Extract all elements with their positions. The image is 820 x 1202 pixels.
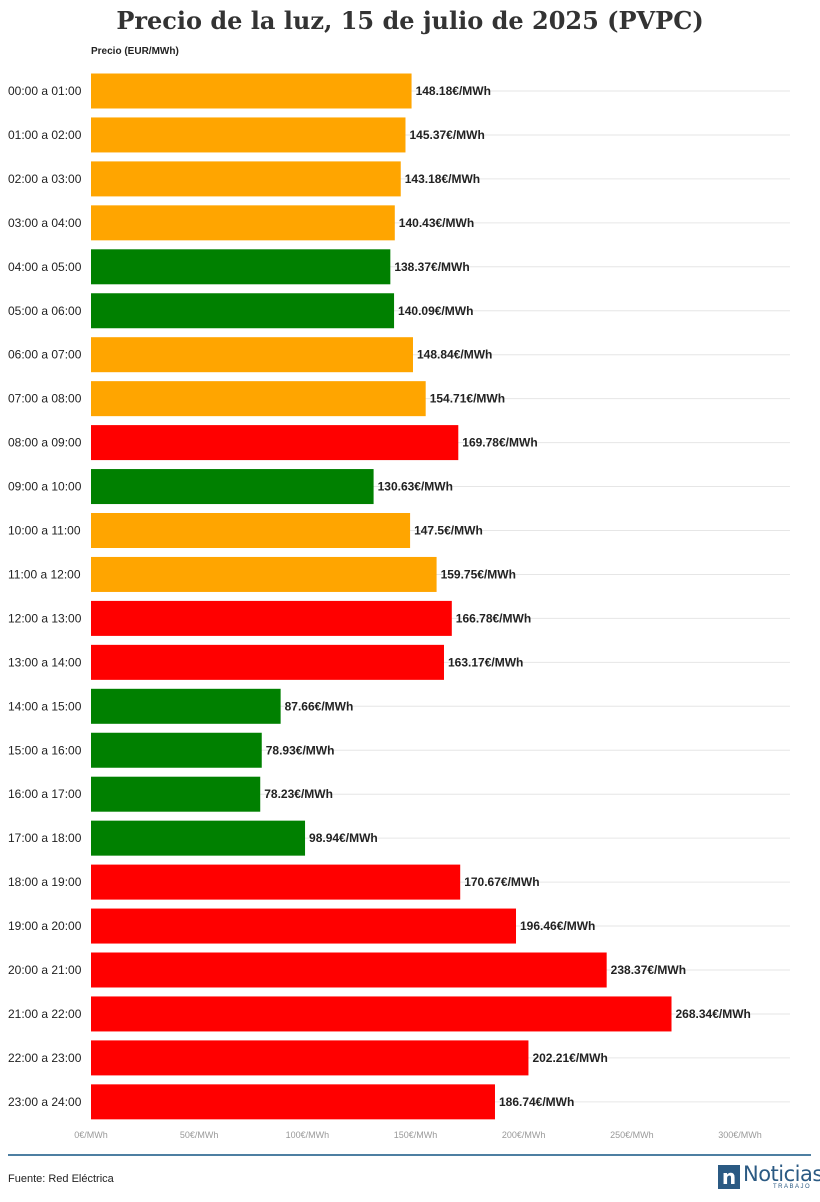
data-label: 238.37€/MWh	[611, 963, 686, 977]
category-label: 12:00 a 13:00	[8, 611, 82, 625]
x-tick-label: 100€/MWh	[286, 1130, 330, 1140]
bar	[91, 337, 413, 373]
data-label: 140.43€/MWh	[399, 216, 474, 230]
data-label: 78.93€/MWh	[266, 743, 335, 757]
x-tick-label: 300€/MWh	[718, 1130, 762, 1140]
bar	[91, 1040, 529, 1076]
data-label: 154.71€/MWh	[430, 392, 505, 406]
data-label: 138.37€/MWh	[394, 260, 469, 274]
source-note: Fuente: Red Eléctrica	[8, 1173, 114, 1185]
bar	[91, 293, 395, 329]
bar	[91, 820, 306, 856]
data-label: 130.63€/MWh	[378, 480, 453, 494]
category-label: 23:00 a 24:00	[8, 1095, 82, 1109]
category-label: 06:00 a 07:00	[8, 348, 82, 362]
category-label: 02:00 a 03:00	[8, 172, 82, 186]
category-label: 21:00 a 22:00	[8, 1007, 82, 1021]
category-label: 20:00 a 21:00	[8, 963, 82, 977]
footer-divider	[8, 1154, 811, 1156]
bar	[91, 161, 401, 197]
bar	[91, 1084, 495, 1120]
category-label: 04:00 a 05:00	[8, 260, 82, 274]
bar	[91, 249, 391, 285]
data-label: 145.37€/MWh	[409, 128, 484, 142]
bar	[91, 776, 261, 812]
bar	[91, 513, 411, 548]
bar	[91, 117, 406, 153]
category-label: 16:00 a 17:00	[8, 787, 82, 801]
category-label: 03:00 a 04:00	[8, 216, 82, 230]
category-label: 09:00 a 10:00	[8, 480, 82, 494]
data-label: 196.46€/MWh	[520, 919, 595, 933]
x-tick-label: 250€/MWh	[610, 1130, 654, 1140]
data-label: 148.18€/MWh	[416, 84, 491, 98]
bar	[91, 381, 426, 417]
category-label: 18:00 a 19:00	[8, 875, 82, 889]
data-label: 78.23€/MWh	[264, 787, 333, 801]
chart-title: Precio de la luz, 15 de julio de 2025 (P…	[116, 6, 704, 35]
x-tick-label: 200€/MWh	[502, 1130, 546, 1140]
bar	[91, 732, 262, 768]
logo-mark-icon: n	[718, 1165, 740, 1189]
data-label: 140.09€/MWh	[398, 304, 473, 318]
category-label: 08:00 a 09:00	[8, 436, 82, 450]
data-label: 170.67€/MWh	[464, 875, 539, 889]
data-label: 186.74€/MWh	[499, 1095, 574, 1109]
data-label: 159.75€/MWh	[441, 567, 516, 581]
category-label: 14:00 a 15:00	[8, 699, 82, 713]
bar	[91, 644, 444, 680]
data-label: 202.21€/MWh	[532, 1051, 607, 1065]
bar	[91, 469, 374, 505]
data-label: 163.17€/MWh	[448, 655, 523, 669]
bar	[91, 425, 459, 461]
bar	[91, 864, 461, 900]
category-label: 10:00 a 11:00	[8, 524, 81, 538]
bar	[91, 73, 412, 109]
data-label: 166.78€/MWh	[456, 611, 531, 625]
bar	[91, 556, 437, 592]
logo-wordmark: Noticias	[743, 1162, 820, 1186]
data-label: 143.18€/MWh	[405, 172, 480, 186]
y-axis-label: Precio (EUR/MWh)	[91, 46, 179, 57]
category-label: 01:00 a 02:00	[8, 128, 82, 142]
data-label: 147.5€/MWh	[414, 524, 483, 538]
data-label: 268.34€/MWh	[676, 1007, 751, 1021]
category-label: 13:00 a 14:00	[8, 655, 82, 669]
category-label: 05:00 a 06:00	[8, 304, 82, 318]
data-label: 87.66€/MWh	[285, 699, 354, 713]
category-label: 15:00 a 16:00	[8, 743, 82, 757]
bar	[91, 600, 452, 636]
x-tick-label: 50€/MWh	[180, 1130, 219, 1140]
category-label: 19:00 a 20:00	[8, 919, 82, 933]
bar	[91, 952, 607, 988]
x-tick-label: 150€/MWh	[394, 1130, 438, 1140]
category-label: 17:00 a 18:00	[8, 831, 82, 845]
noticias-trabajo-logo: n Noticias TRABAJO	[718, 1162, 820, 1193]
category-label: 11:00 a 12:00	[8, 567, 81, 581]
category-label: 07:00 a 08:00	[8, 392, 82, 406]
bar	[91, 688, 281, 724]
category-label: 22:00 a 23:00	[8, 1051, 82, 1065]
data-label: 98.94€/MWh	[309, 831, 378, 845]
x-tick-label: 0€/MWh	[74, 1130, 108, 1140]
data-label: 148.84€/MWh	[417, 348, 492, 362]
bar	[91, 996, 672, 1032]
bar	[91, 205, 395, 241]
category-label: 00:00 a 01:00	[8, 84, 82, 98]
bar-chart: 00:00 a 01:00 148.18€/MWh 01:00 a 02:00 145…	[8, 73, 790, 1140]
data-label: 169.78€/MWh	[462, 436, 537, 450]
logo-subtext: TRABAJO	[773, 1184, 812, 1190]
bar	[91, 908, 517, 944]
